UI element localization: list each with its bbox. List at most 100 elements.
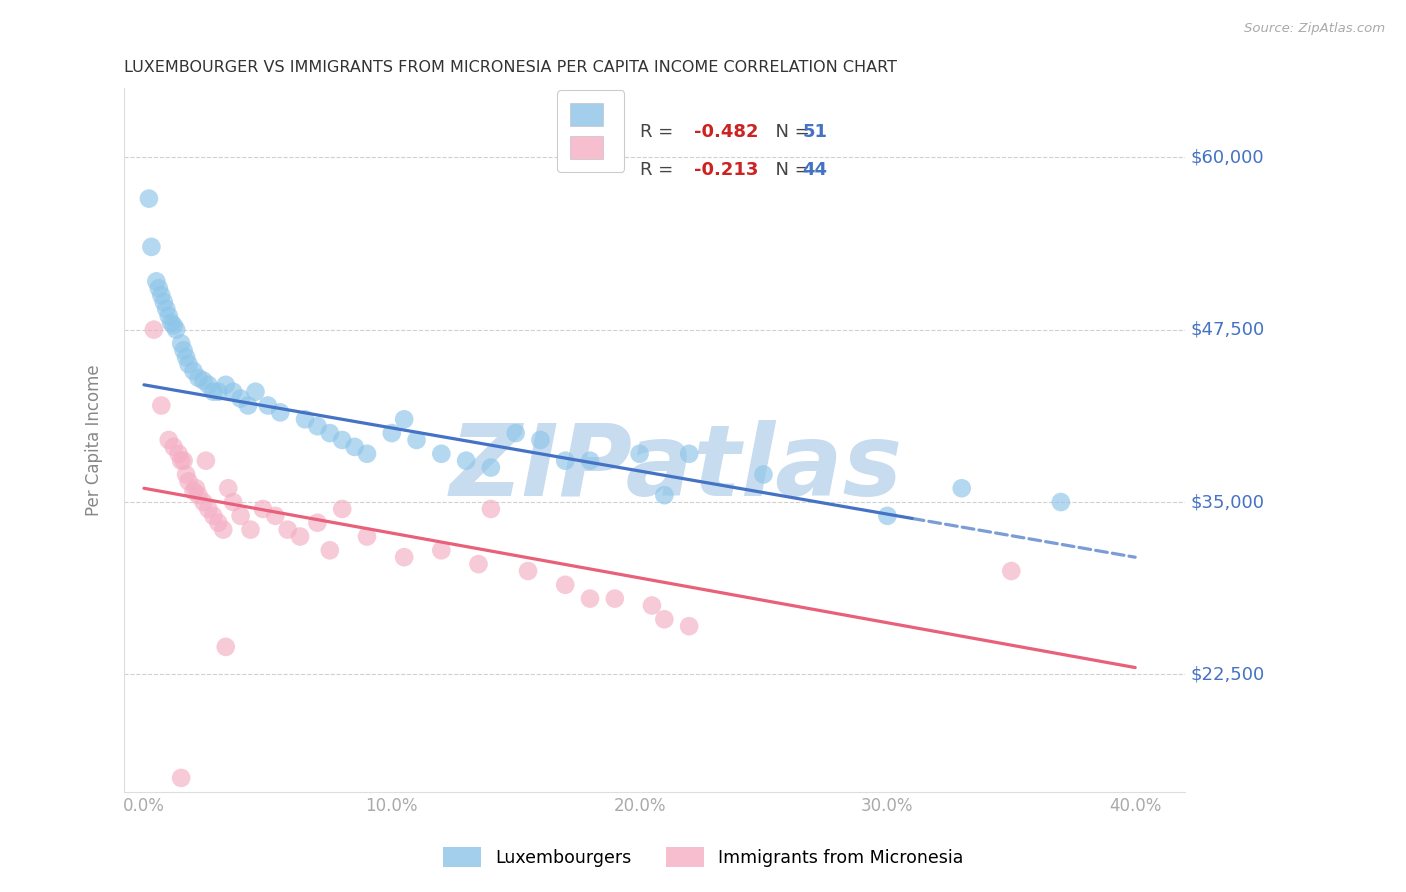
Point [381,426,404,441]
Point [215,377,238,392]
Point [579,591,602,606]
Point [165,323,187,337]
Point [184,481,207,495]
Point [138,192,160,206]
Text: N =: N = [765,161,815,179]
Point [142,323,165,337]
Text: $35,000: $35,000 [1189,493,1264,511]
Point [288,529,311,543]
Point [876,508,898,523]
Point [202,384,225,399]
Point [183,364,205,378]
Point [193,374,215,388]
Point [173,453,195,467]
Point [155,301,177,316]
Point [554,453,576,467]
Point [167,447,190,461]
Point [197,502,219,516]
Text: $22,500: $22,500 [1189,665,1264,683]
Point [529,433,551,447]
Point [330,433,353,447]
Point [170,453,193,467]
Text: 44: 44 [803,161,827,179]
Point [187,371,209,385]
Text: -0.213: -0.213 [695,161,758,179]
Point [207,384,229,399]
Point [194,453,217,467]
Point [517,564,540,578]
Point [187,488,209,502]
Point [479,460,502,475]
Y-axis label: Per Capita Income: Per Capita Income [86,364,103,516]
Point [245,384,267,399]
Point [430,447,453,461]
Point [654,488,676,502]
Point [505,426,527,441]
Point [177,357,200,371]
Legend: , : , [557,90,624,172]
Point [628,447,651,461]
Point [197,377,219,392]
Point [294,412,316,426]
Point [467,557,489,571]
Text: $47,500: $47,500 [1189,320,1264,339]
Point [456,453,478,467]
Point [236,399,259,413]
Point [264,508,287,523]
Text: 51: 51 [803,123,827,141]
Point [307,419,329,434]
Point [430,543,453,558]
Point [307,516,329,530]
Point [170,336,193,351]
Legend: Luxembourgers, Immigrants from Micronesia: Luxembourgers, Immigrants from Micronesi… [436,840,970,874]
Point [554,578,576,592]
Point [239,523,262,537]
Point [163,440,186,454]
Point [356,529,378,543]
Point [1000,564,1022,578]
Point [150,399,173,413]
Point [252,502,274,516]
Point [150,288,173,302]
Point [678,447,700,461]
Point [392,412,415,426]
Point [173,343,195,358]
Point [277,523,299,537]
Text: $60,000: $60,000 [1189,148,1264,166]
Point [222,384,245,399]
Point [148,281,170,295]
Point [174,467,197,482]
Point [752,467,775,482]
Point [152,295,174,310]
Point [319,426,342,441]
Point [356,447,378,461]
Point [319,543,342,558]
Text: R =: R = [641,123,679,141]
Point [215,640,238,654]
Point [145,274,167,288]
Point [1050,495,1073,509]
Point [222,495,245,509]
Point [654,612,676,626]
Point [229,392,252,406]
Point [229,508,252,523]
Point [269,405,291,419]
Text: Source: ZipAtlas.com: Source: ZipAtlas.com [1244,22,1385,36]
Point [141,240,163,254]
Point [950,481,973,495]
Point [405,433,427,447]
Point [330,502,353,516]
Point [641,599,664,613]
Text: LUXEMBOURGER VS IMMIGRANTS FROM MICRONESIA PER CAPITA INCOME CORRELATION CHART: LUXEMBOURGER VS IMMIGRANTS FROM MICRONES… [124,60,897,75]
Point [257,399,280,413]
Point [193,495,215,509]
Point [170,771,193,785]
Point [343,440,366,454]
Text: ZIPatlas: ZIPatlas [449,419,903,516]
Point [157,309,180,323]
Point [212,523,235,537]
Point [479,502,502,516]
Point [579,453,602,467]
Text: R =: R = [641,161,679,179]
Point [217,481,239,495]
